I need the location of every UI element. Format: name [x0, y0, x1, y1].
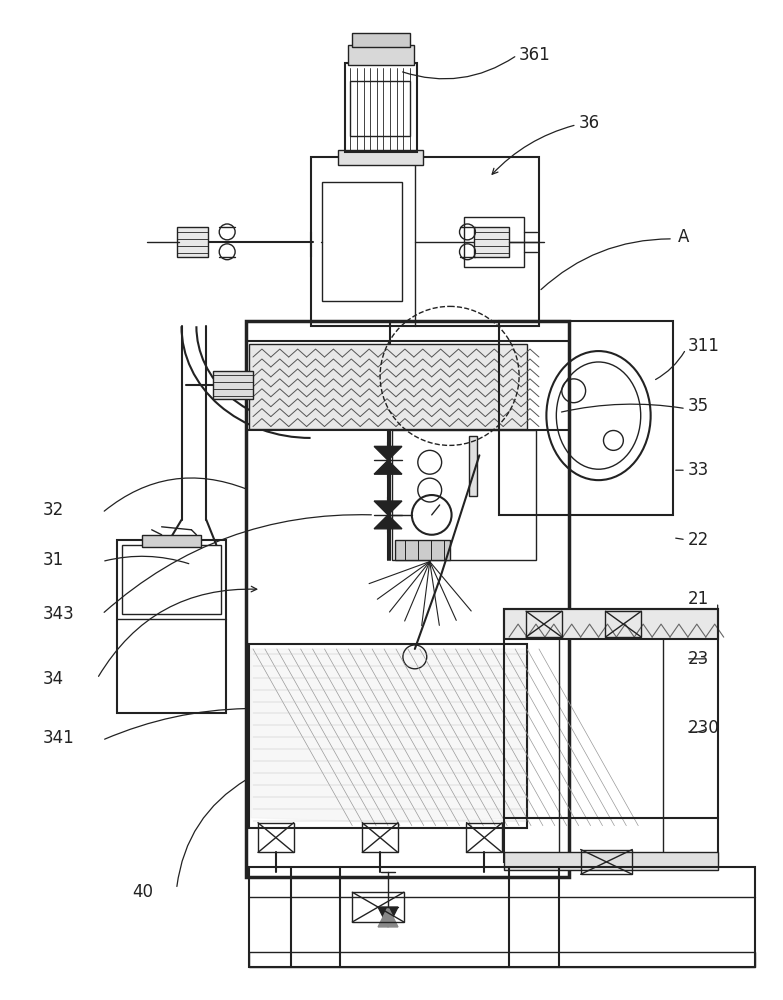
Bar	[249, 644, 527, 828]
Text: 361: 361	[519, 46, 550, 64]
Bar	[395, 540, 449, 560]
Bar	[249, 344, 527, 429]
Polygon shape	[374, 446, 402, 460]
Bar	[352, 33, 410, 47]
Text: 230: 230	[688, 719, 720, 737]
Text: 311: 311	[688, 337, 720, 355]
Bar	[246, 321, 568, 877]
Bar	[363, 823, 398, 852]
Bar	[142, 535, 201, 547]
Bar	[474, 227, 509, 257]
Polygon shape	[374, 501, 402, 515]
Text: 34: 34	[42, 670, 63, 688]
Bar	[500, 321, 673, 515]
Bar	[526, 611, 561, 637]
Text: 343: 343	[42, 605, 74, 623]
Text: 22: 22	[688, 531, 709, 549]
Text: 31: 31	[42, 551, 63, 569]
Text: 341: 341	[42, 729, 74, 747]
Polygon shape	[374, 460, 402, 474]
Polygon shape	[378, 907, 398, 927]
Text: A: A	[678, 228, 689, 246]
Text: 32: 32	[42, 501, 63, 519]
Text: 36: 36	[579, 114, 600, 132]
Bar	[117, 540, 226, 713]
Polygon shape	[251, 649, 529, 823]
Bar	[249, 952, 756, 967]
Text: 33: 33	[688, 461, 709, 479]
Bar	[350, 81, 410, 136]
Bar	[176, 227, 208, 257]
Bar	[392, 430, 536, 560]
Bar	[348, 45, 414, 65]
Bar	[464, 217, 524, 267]
Text: 35: 35	[688, 397, 709, 415]
Bar	[258, 823, 294, 852]
Polygon shape	[378, 907, 398, 927]
Bar	[605, 611, 641, 637]
Text: 40: 40	[132, 883, 153, 901]
Bar	[470, 436, 478, 496]
Bar	[504, 852, 718, 870]
Bar	[467, 823, 502, 852]
Bar	[213, 371, 253, 399]
Text: 21: 21	[688, 590, 709, 608]
Bar	[352, 892, 404, 922]
Polygon shape	[374, 515, 402, 529]
Text: 23: 23	[688, 650, 709, 668]
Bar	[504, 609, 718, 639]
Bar	[504, 609, 718, 862]
Bar	[311, 157, 539, 326]
Bar	[249, 867, 756, 967]
Bar	[345, 63, 417, 152]
Bar	[338, 150, 423, 165]
Bar	[581, 850, 633, 874]
Bar	[323, 182, 402, 301]
Bar	[122, 545, 222, 614]
